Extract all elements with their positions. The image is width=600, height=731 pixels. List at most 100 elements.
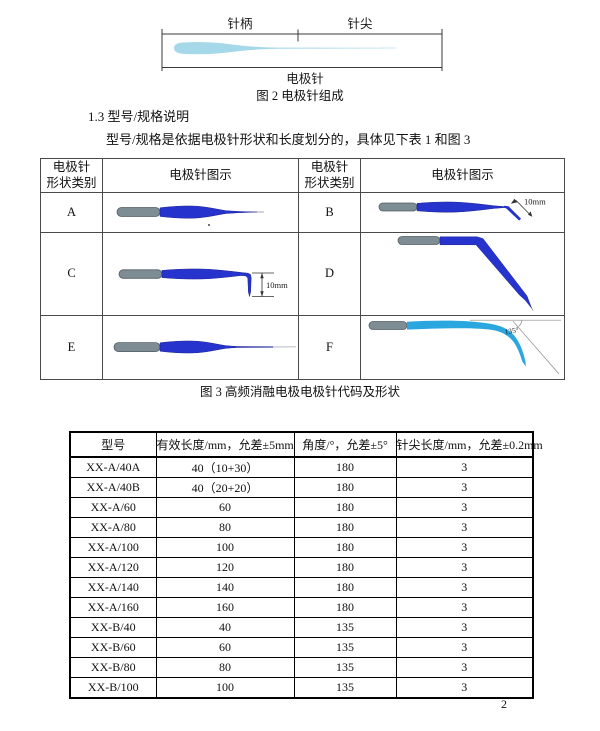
spec-table-row: XX-A/140 140 180 3 xyxy=(69,577,534,598)
tip-length-cell: 3 xyxy=(395,677,534,699)
angle-cell: 135 xyxy=(293,677,397,699)
figure3-caption: 图 3 高频消融电极电极针代码及形状 xyxy=(199,385,400,399)
spec-table-row: XX-A/80 80 180 3 xyxy=(69,517,534,538)
category-f: F xyxy=(298,314,361,380)
figure2-diagram: 针柄 针尖 电极针 xyxy=(161,16,443,86)
shape-table: 电极针 形状类别 电极针图示 电极针 形状类别 电极针图示 A B xyxy=(40,158,565,380)
model-cell: XX-A/40A xyxy=(69,456,157,478)
needle-d-illustration xyxy=(397,236,533,311)
effective-length-cell: 140 xyxy=(155,577,295,598)
model-cell: XX-A/40B xyxy=(69,477,157,498)
tip-length-cell: 3 xyxy=(395,537,534,558)
category-header: 电极针 形状类别 xyxy=(40,158,103,193)
model-cell: XX-B/100 xyxy=(69,677,157,699)
angle-cell: 180 xyxy=(293,477,397,498)
tip-length-cell: 3 xyxy=(395,456,534,478)
spec-table-header-row: 型号 有效长度/mm，允差±5mm 角度/°，允差±5° 针尖长度/mm，允差±… xyxy=(69,431,543,458)
angle-cell: 135 xyxy=(293,617,397,638)
tip-length-cell: 3 xyxy=(395,517,534,538)
spec-table-row: XX-A/100 100 180 3 xyxy=(69,537,534,558)
spec-table-row: XX-A/40B 40（20+20） 180 3 xyxy=(69,477,534,498)
category-d: D xyxy=(298,231,361,316)
spec-table-row: XX-A/60 60 180 3 xyxy=(69,497,534,518)
needle-handle-label: 针柄 xyxy=(227,16,252,31)
effective-length-cell: 120 xyxy=(155,557,295,578)
model-cell: XX-A/120 xyxy=(69,557,157,578)
shape-row-ab: A B 10mm xyxy=(40,191,565,233)
model-cell: XX-B/80 xyxy=(69,657,157,678)
dimension-label-c: 10mm xyxy=(266,280,288,290)
angle-cell: 180 xyxy=(293,537,397,558)
electrode-needle-drawing xyxy=(174,42,396,55)
model-cell: XX-A/60 xyxy=(69,497,157,518)
section-body: 型号/规格是依据电极针形状和长度划分的，具体见下表 1 和图 3 xyxy=(106,132,471,147)
angle-cell: 180 xyxy=(293,517,397,538)
page-number: 2 xyxy=(501,697,507,711)
angle-cell: 180 xyxy=(293,577,397,598)
effective-length-cell: 160 xyxy=(155,597,295,618)
effective-length-cell: 80 xyxy=(155,517,295,538)
needle-e-illustration xyxy=(113,340,296,354)
spec-table-row: XX-B/100 100 135 3 xyxy=(69,677,534,699)
model-cell: XX-A/140 xyxy=(69,577,157,598)
tip-length-header: 针尖长度/mm，允差±0.2mm xyxy=(395,431,543,458)
angle-cell: 135 xyxy=(293,637,397,658)
angle-header: 角度/°，允差±5° xyxy=(293,431,397,458)
needle-a-illustration xyxy=(116,205,264,226)
tip-length-cell: 3 xyxy=(395,637,534,658)
spec-table-row: XX-A/160 160 180 3 xyxy=(69,597,534,618)
illustration-header: 电极针图示 xyxy=(102,158,299,193)
section-heading: 1.3 型号/规格说明 xyxy=(88,109,190,124)
angle-cell: 135 xyxy=(293,657,397,678)
angle-cell: 180 xyxy=(293,597,397,618)
tip-length-cell: 3 xyxy=(395,497,534,518)
tip-length-cell: 3 xyxy=(395,597,534,618)
model-cell: XX-B/40 xyxy=(69,617,157,638)
shape-row-ef: E F 135° xyxy=(40,314,565,380)
category-c: C xyxy=(40,231,103,316)
effective-length-header: 有效长度/mm，允差±5mm xyxy=(155,431,295,458)
angle-cell: 180 xyxy=(293,456,397,478)
effective-length-cell: 100 xyxy=(155,537,295,558)
tip-length-cell: 3 xyxy=(395,557,534,578)
category-a: A xyxy=(40,191,103,233)
category-e: E xyxy=(40,314,103,380)
needle-f-illustration: 135° xyxy=(368,319,561,375)
effective-length-cell: 40（20+20） xyxy=(155,477,295,498)
angle-cell: 180 xyxy=(293,497,397,518)
spec-table: 型号 有效长度/mm，允差±5mm 角度/°，允差±5° 针尖长度/mm，允差±… xyxy=(69,431,543,699)
spec-table-row: XX-B/60 60 135 3 xyxy=(69,637,534,658)
spec-table-row: XX-A/40A 40（10+30） 180 3 xyxy=(69,456,534,478)
tip-length-cell: 3 xyxy=(395,617,534,638)
tip-length-cell: 3 xyxy=(395,577,534,598)
dimension-label-f: 135° xyxy=(503,325,519,336)
needle-tip-label: 针尖 xyxy=(347,16,372,31)
effective-length-cell: 60 xyxy=(155,497,295,518)
model-cell: XX-A/100 xyxy=(69,537,157,558)
needle-b-illustration: 10mm xyxy=(378,197,546,221)
tip-length-cell: 3 xyxy=(395,477,534,498)
tip-length-cell: 3 xyxy=(395,657,534,678)
needle-c-illustration: 10mm xyxy=(118,268,288,297)
model-cell: XX-A/160 xyxy=(69,597,157,618)
spec-table-row: XX-B/80 80 135 3 xyxy=(69,657,534,678)
electrode-needle-label: 电极针 xyxy=(286,71,324,86)
category-b: B xyxy=(298,191,361,233)
category-header: 电极针 形状类别 xyxy=(298,158,361,193)
model-header: 型号 xyxy=(69,431,157,458)
effective-length-cell: 80 xyxy=(155,657,295,678)
shape-row-cd: C 10mm D xyxy=(40,231,565,316)
figure2-caption: 图 2 电极针组成 xyxy=(256,89,344,103)
effective-length-cell: 60 xyxy=(155,637,295,658)
angle-cell: 180 xyxy=(293,557,397,578)
shape-table-header-row: 电极针 形状类别 电极针图示 电极针 形状类别 电极针图示 xyxy=(40,158,565,193)
illustration-header: 电极针图示 xyxy=(360,158,565,193)
model-cell: XX-A/80 xyxy=(69,517,157,538)
dimension-label-b: 10mm xyxy=(524,197,546,207)
model-cell: XX-B/60 xyxy=(69,637,157,658)
effective-length-cell: 100 xyxy=(155,677,295,699)
spec-table-row: XX-B/40 40 135 3 xyxy=(69,617,534,638)
dimension-lines xyxy=(161,29,443,71)
spec-table-row: XX-A/120 120 180 3 xyxy=(69,557,534,578)
